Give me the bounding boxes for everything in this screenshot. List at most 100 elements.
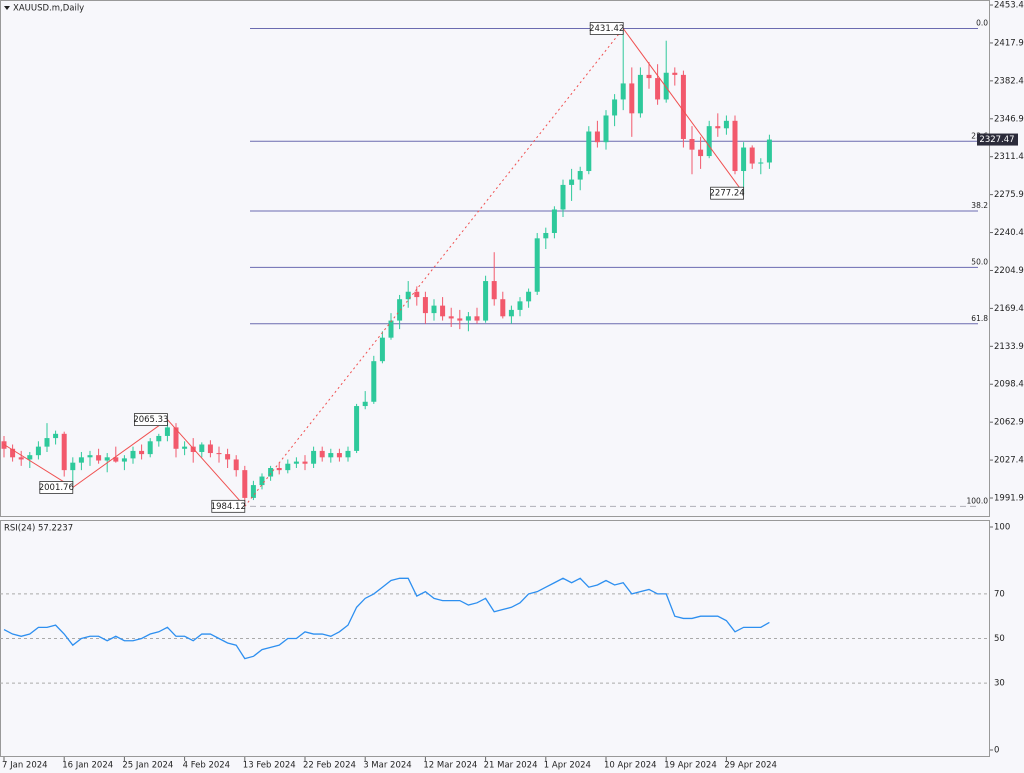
rsi-line [3, 577, 770, 660]
x-tick-label: 25 Jan 2024 [122, 761, 173, 771]
candle-body [526, 291, 532, 302]
y-tick-label: 2275.90 [994, 190, 1024, 200]
candle-body [259, 476, 265, 486]
y-tick-label: 2311.40 [994, 152, 1024, 162]
candle-body [586, 131, 592, 172]
candle-body [311, 450, 317, 464]
candle-body [698, 149, 704, 157]
candle-body [302, 461, 308, 464]
candle-body [448, 316, 454, 319]
current-price: 2327.47 [979, 135, 1014, 145]
x-tick-label: 19 Apr 2024 [664, 761, 717, 771]
candle-body [44, 438, 50, 447]
x-tick-label: 1 Apr 2024 [544, 761, 591, 771]
candle-body [199, 444, 205, 452]
y-tick-label: 70 [994, 589, 1005, 599]
chart-title: XAUUSD.m,Daily [13, 4, 84, 14]
candle-body [500, 299, 506, 317]
candle-body [173, 427, 179, 449]
candle-body [655, 78, 661, 100]
candle-body [78, 457, 84, 463]
pivot-label-box [710, 186, 744, 200]
candle-body [268, 467, 274, 477]
candle-body [577, 171, 583, 180]
candle-body [96, 455, 102, 461]
candle-body [354, 406, 360, 451]
candle-body [276, 467, 282, 471]
candle-body [130, 450, 136, 459]
candle-body [147, 441, 153, 455]
candle-body [663, 72, 669, 100]
pivot-label-box [133, 413, 168, 426]
candle-body [508, 309, 514, 317]
pivot-label: 2277.24 [710, 189, 745, 199]
candle-body [190, 446, 196, 452]
candle-body [207, 444, 213, 454]
candle-body [336, 453, 342, 458]
fib-label: 61.8 [971, 314, 988, 323]
candle-body [543, 232, 549, 239]
candle-body [293, 461, 299, 464]
fib-label: 50.0 [971, 257, 988, 266]
candle-body [328, 453, 334, 458]
candle-body [594, 131, 600, 143]
zigzag-segment [72, 419, 168, 488]
x-tick-label: 22 Feb 2024 [303, 761, 356, 771]
candle-body [457, 318, 463, 321]
candle-body [121, 458, 127, 462]
candle-body [706, 126, 712, 157]
zigzag-segment [622, 28, 745, 194]
candle-body [87, 455, 93, 458]
candle-body [723, 120, 729, 129]
fib-label: 100.0 [967, 496, 989, 505]
candle-body [483, 281, 489, 321]
candle-body [534, 238, 540, 292]
candle-body [517, 301, 523, 310]
candle-body [139, 450, 145, 455]
candle-body [672, 72, 678, 75]
candle-body [491, 281, 497, 300]
y-tick-label: 2240.40 [994, 228, 1024, 238]
candle-body [629, 83, 635, 114]
candle-body [732, 120, 738, 172]
candle-body [35, 446, 41, 456]
x-tick-label: 29 Apr 2024 [724, 761, 777, 771]
candle-body [474, 316, 480, 321]
candle-body [766, 139, 772, 163]
pivot-label: 2065.33 [133, 415, 168, 425]
candle-body [345, 450, 351, 458]
candle-body [414, 291, 420, 298]
y-tick-label: 2098.40 [994, 380, 1024, 390]
candle-body [551, 209, 557, 233]
candle-body [156, 435, 162, 442]
candle-body [216, 453, 222, 455]
candle-body [422, 297, 428, 314]
candle-body [637, 74, 643, 114]
candle-body [405, 291, 411, 300]
candle-body [225, 454, 231, 460]
fib-label: 0.0 [976, 19, 988, 28]
candle-body [371, 361, 377, 402]
candle-body [61, 433, 67, 471]
candle-body [689, 138, 695, 150]
candle-body [319, 450, 325, 458]
y-tick-label: 2133.90 [994, 342, 1024, 352]
y-tick-label: 2062.90 [994, 418, 1024, 428]
pivot-label-box [39, 481, 74, 494]
candle-body [440, 305, 446, 317]
candle-body [70, 462, 76, 471]
candle-body [27, 455, 33, 460]
candle-body [612, 99, 618, 116]
candle-body [431, 305, 437, 314]
candle-body [18, 457, 24, 460]
main-panel [0, 0, 990, 517]
y-tick-label: 100 [994, 523, 1010, 533]
candle-body [379, 337, 385, 362]
pivot-label-box [211, 499, 246, 513]
candle-body [749, 147, 755, 164]
fib-label: 38.2 [971, 201, 988, 210]
candle-body [113, 457, 119, 462]
pivot-label: 2001.76 [39, 483, 74, 493]
